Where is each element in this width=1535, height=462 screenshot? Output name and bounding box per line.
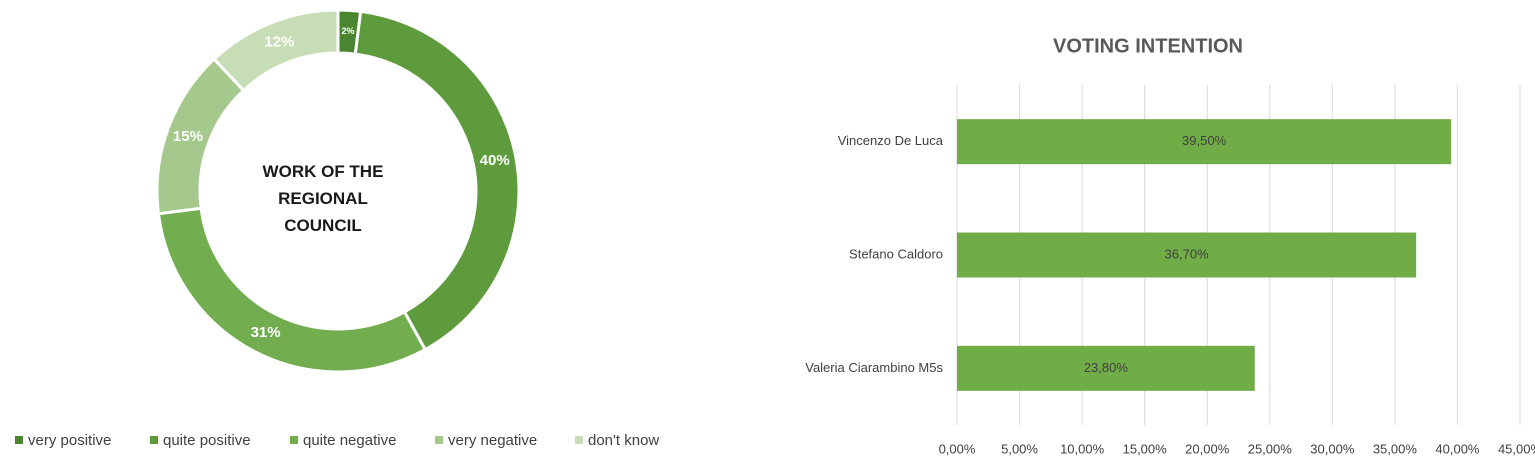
legend-label: don't know <box>588 432 659 449</box>
legend-label: quite negative <box>303 432 396 449</box>
x-tick-label: 40,00% <box>1435 441 1480 456</box>
y-tick-label: Vincenzo De Luca <box>838 133 944 148</box>
value-label: 36,70% <box>1165 246 1210 261</box>
slice-label: 15% <box>173 128 203 145</box>
legend-label: very negative <box>448 432 537 449</box>
y-tick-label: Valeria Ciarambino M5s <box>805 360 943 375</box>
bar <box>957 345 1255 391</box>
legend-marker <box>15 436 23 444</box>
bar <box>957 232 1417 278</box>
x-tick-label: 10,00% <box>1060 441 1105 456</box>
slice-label: 2% <box>342 26 355 36</box>
x-tick-label: 15,00% <box>1123 441 1168 456</box>
legend-label: very positive <box>28 432 111 449</box>
legend-marker <box>575 436 583 444</box>
legend-marker <box>435 436 443 444</box>
x-tick-label: 25,00% <box>1248 441 1293 456</box>
slice-label: 31% <box>251 324 281 341</box>
legend-marker <box>150 436 158 444</box>
chart-title: VOTING INTENTION <box>1053 35 1243 57</box>
donut-title: WORK OF THE REGIONAL COUNCIL <box>262 162 384 235</box>
slice-label: 40% <box>480 152 510 169</box>
x-tick-label: 0,00% <box>939 441 976 456</box>
value-label: 39,50% <box>1182 133 1227 148</box>
x-tick-label: 30,00% <box>1310 441 1355 456</box>
slice-label: 12% <box>264 34 294 51</box>
bar <box>957 119 1452 165</box>
x-tick-label: 35,00% <box>1373 441 1418 456</box>
legend-marker <box>290 436 298 444</box>
value-label: 23,80% <box>1084 360 1129 375</box>
donut-slice <box>211 8 340 93</box>
legend-label: quite positive <box>163 432 251 449</box>
y-tick-label: Stefano Caldoro <box>849 246 943 261</box>
donut-slice <box>353 9 521 352</box>
x-tick-label: 20,00% <box>1185 441 1230 456</box>
x-tick-label: 5,00% <box>1001 441 1038 456</box>
x-tick-label: 45,00% <box>1498 441 1535 456</box>
